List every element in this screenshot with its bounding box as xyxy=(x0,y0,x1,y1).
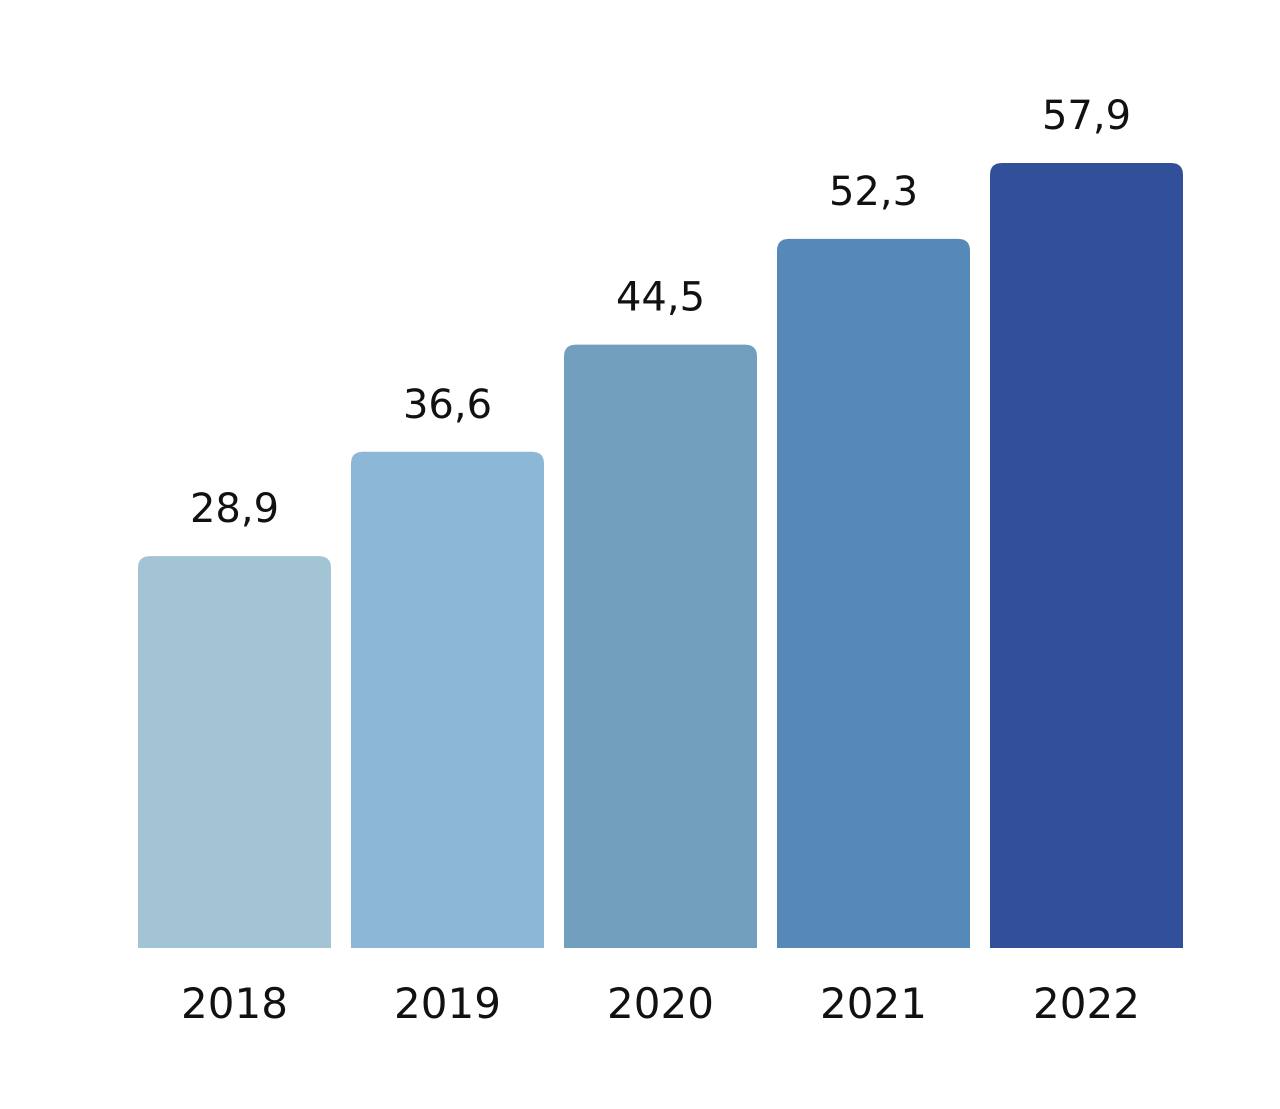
x-tick-label-2020: 2020 xyxy=(607,979,714,1028)
bar-2018 xyxy=(138,556,331,948)
value-label-2022: 57,9 xyxy=(1042,93,1131,139)
bar-2022 xyxy=(990,163,1183,948)
bar-2020 xyxy=(564,344,757,948)
bar-2019 xyxy=(351,451,544,948)
value-label-2021: 52,3 xyxy=(829,169,918,215)
value-labels-group: 28,9 36,6 44,5 52,3 57,9 xyxy=(190,93,1131,532)
value-label-2018: 28,9 xyxy=(190,486,279,532)
x-tick-label-2021: 2021 xyxy=(820,979,927,1028)
x-tick-label-2019: 2019 xyxy=(394,979,501,1028)
x-tick-label-2022: 2022 xyxy=(1033,979,1140,1028)
value-label-2019: 36,6 xyxy=(403,382,492,428)
bars-group xyxy=(138,163,1183,948)
x-axis-tick-labels: 2018 2019 2020 2021 2022 xyxy=(181,979,1140,1028)
value-label-2020: 44,5 xyxy=(616,275,705,321)
x-tick-label-2018: 2018 xyxy=(181,979,288,1028)
bar-2021 xyxy=(777,238,970,948)
